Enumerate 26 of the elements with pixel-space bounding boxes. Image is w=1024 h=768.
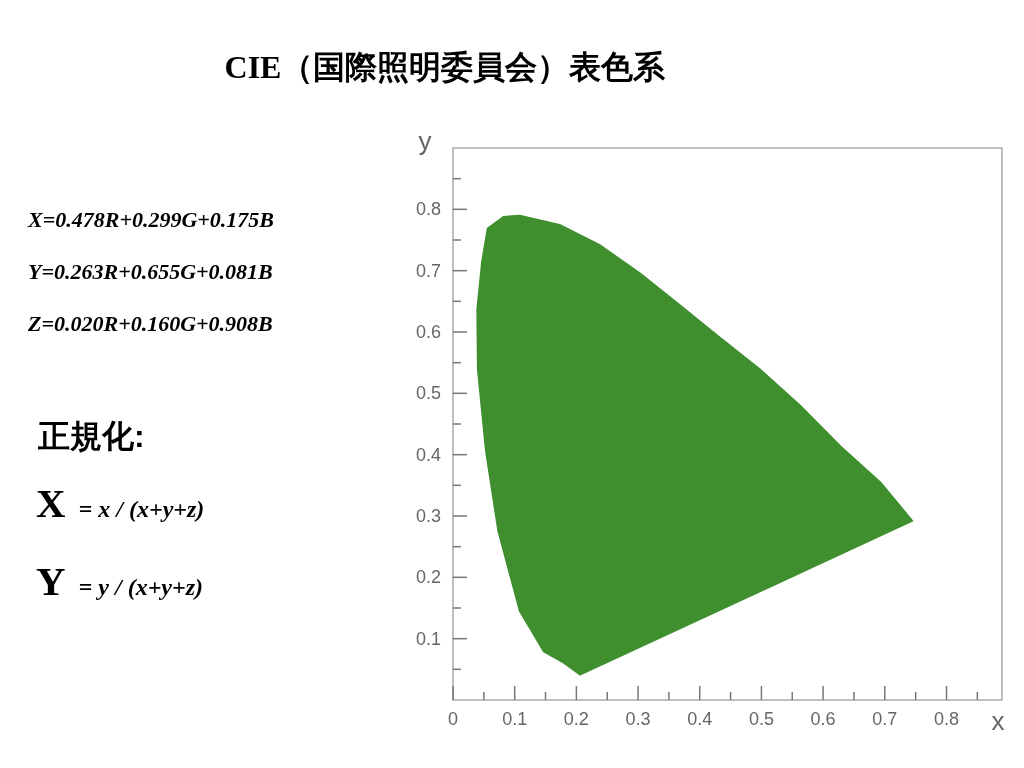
x-axis-title: x [991, 706, 1005, 736]
y-tick-label: 0.8 [415, 199, 441, 220]
y-axis-title: y [418, 126, 432, 156]
x-tick-label: 0.8 [933, 709, 959, 729]
x-tick-label: 0.2 [563, 709, 589, 729]
y-tick-label: 0.1 [415, 628, 441, 649]
text: Z=0.020R+0.160G+0.908B [27, 311, 273, 336]
text: X=0.478R+0.299G+0.175B [27, 207, 275, 232]
x-tick-label: 0.1 [502, 709, 528, 729]
chart-title: CIE（国際照明委員会）表色系 [224, 49, 667, 85]
y-tick-label: 0.4 [415, 444, 441, 465]
y-tick-label: 0.6 [415, 322, 441, 342]
text: Y=0.263R+0.655G+0.081B [28, 259, 273, 284]
text: Y = y / (x+y+z) [36, 559, 204, 604]
y-tick-label: 0.2 [415, 567, 441, 588]
x-tick-label: 0.5 [748, 709, 774, 729]
y-tick-label: 0.5 [415, 383, 441, 404]
text: X = x / (x+y+z) [36, 481, 205, 526]
x-tick-label: 0.6 [810, 709, 836, 729]
x-tick-label: 0.3 [625, 709, 651, 729]
x-tick-label: 0.4 [687, 709, 713, 729]
y-tick-label: 0.7 [415, 260, 441, 281]
y-tick-label: 0.3 [415, 506, 441, 526]
x-tick-label: 0 [447, 709, 459, 729]
x-tick-label: 0.7 [872, 709, 898, 729]
text: 正規化: [37, 418, 145, 454]
